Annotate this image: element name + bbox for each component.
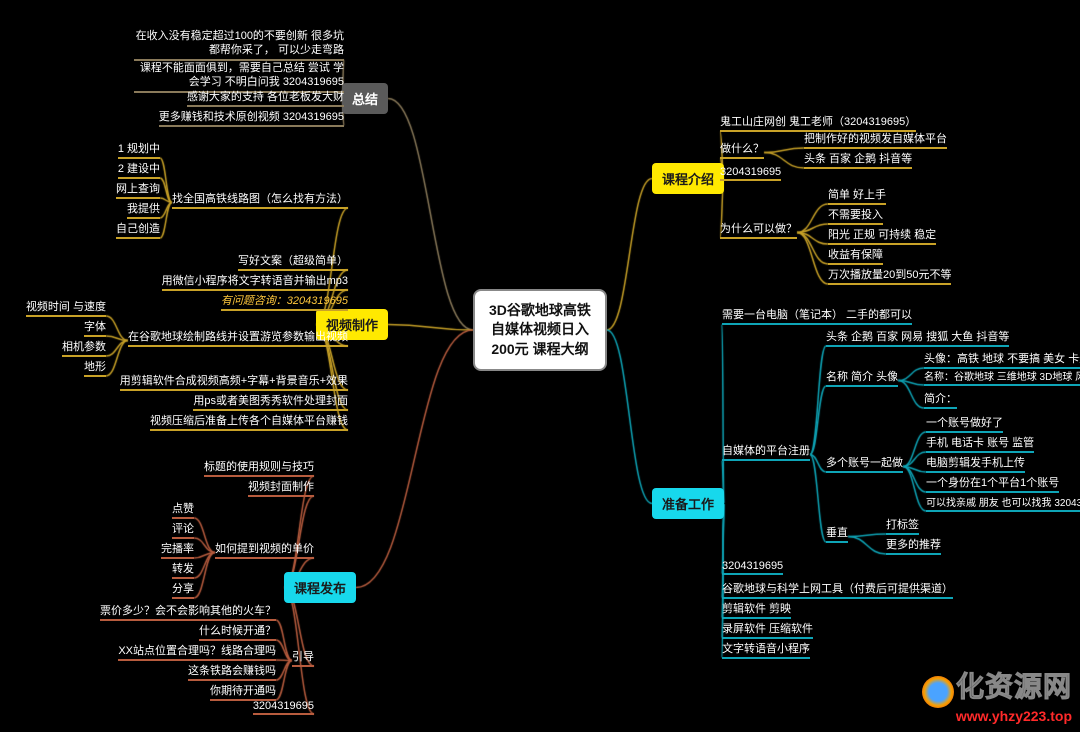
leaf-node: 网上查询 (116, 180, 160, 199)
leaf-node: 转发 (172, 560, 194, 579)
leaf-node: 完播率 (161, 540, 194, 559)
leaf-node: 分享 (172, 580, 194, 599)
leaf-node: 你期待开通吗 (210, 682, 276, 701)
leaf-node: 做什么？ (720, 140, 764, 159)
branch-publish: 课程发布 (284, 572, 356, 603)
leaf-node: 头条 企鹅 百家 网易 搜狐 大鱼 抖音等 (826, 328, 1009, 347)
leaf-node: 感谢大家的支持 各位老板发大财 (187, 88, 344, 107)
leaf-node: 头像：高铁 地球 不要搞 美女 卡通等 (924, 350, 1080, 369)
leaf-node: 头条 百家 企鹅 抖音等 (804, 150, 912, 169)
leaf-node: 地形 (84, 358, 106, 377)
leaf-node: 3204319695 (720, 166, 781, 181)
leaf-node: 写好文案（超级简单） (238, 252, 348, 271)
leaf-node: 什么时候开通？ (199, 622, 276, 641)
leaf-node: 简单 好上手 (828, 186, 886, 205)
leaf-node: 需要一台电脑（笔记本） 二手的都可以 (722, 306, 912, 325)
leaf-node: 电脑剪辑发手机上传 (926, 454, 1025, 473)
leaf-node: 名称：谷歌地球 三维地球 3D地球 风景 旅游 高铁 (924, 368, 1080, 386)
center-topic: 3D谷歌地球高铁自媒体视频日入200元 课程大纲 (473, 289, 607, 372)
leaf-node: 自媒体的平台注册 (722, 442, 810, 461)
leaf-node: 找全国高铁线路图（怎么找有方法） (172, 190, 348, 209)
leaf-node: 一个身份在1个平台1个账号 (926, 474, 1059, 493)
watermark-text: 化资源网 (956, 671, 1072, 702)
leaf-node: 手机 电话卡 账号 监管 (926, 434, 1034, 453)
leaf-node: 万次播放量20到50元不等 (828, 266, 951, 285)
leaf-node: 垂直 (826, 524, 848, 543)
leaf-node: 阳光 正规 可持续 稳定 (828, 226, 936, 245)
leaf-node: 用剪辑软件合成视频高频+字幕+背景音乐+效果 (120, 372, 348, 391)
branch-prepare: 准备工作 (652, 488, 724, 519)
leaf-node: 标题的使用规则与技巧 (204, 458, 314, 477)
leaf-node: 更多的推荐 (886, 536, 941, 555)
branch-summary: 总结 (342, 83, 388, 114)
leaf-node: 一个账号做好了 (926, 414, 1003, 433)
leaf-node: 相机参数 (62, 338, 106, 357)
leaf-node: 2 建设中 (118, 160, 160, 179)
leaf-node: 引导 (292, 648, 314, 667)
leaf-node: 为什么可以做？ (720, 220, 797, 239)
leaf-node: 用ps或者美图秀秀软件处理封面 (193, 392, 348, 411)
leaf-node: 录屏软件 压缩软件 (722, 620, 813, 639)
leaf-node: 票价多少？会不会影响其他的火车？ (100, 602, 276, 621)
leaf-node: 文字转语音小程序 (722, 640, 810, 659)
leaf-node: 自己创造 (116, 220, 160, 239)
leaf-node: 视频封面制作 (248, 478, 314, 497)
leaf-node: 3204319695 (253, 700, 314, 715)
leaf-node: 视频压缩后准备上传各个自媒体平台赚钱 (150, 412, 348, 431)
leaf-node: 简介： (924, 390, 957, 409)
leaf-node: 点赞 (172, 500, 194, 519)
leaf-node: 可以找亲戚 朋友 也可以找我 3204319695 (926, 494, 1080, 512)
leaf-node: 更多赚钱和技术原创视频 3204319695 (159, 108, 344, 127)
watermark-logo: 化资源网 www.yhzy223.top (922, 665, 1072, 724)
leaf-node: 在收入没有稳定超过100的不要创新 很多坑都帮你采了， 可以少走弯路 (134, 30, 344, 61)
leaf-node: 评论 (172, 520, 194, 539)
leaf-node: 这条铁路会赚钱吗 (188, 662, 276, 681)
leaf-node: 打标签 (886, 516, 919, 535)
leaf-node: 剪辑软件 剪映 (722, 600, 791, 619)
branch-intro: 课程介绍 (652, 163, 724, 194)
leaf-node: 如何提到视频的单价 (215, 540, 314, 559)
leaf-node: 3204319695 (722, 560, 783, 575)
leaf-node: 1 规划中 (118, 140, 160, 159)
leaf-node: 谷歌地球与科学上网工具（付费后可提供渠道） (722, 580, 953, 599)
watermark-url: www.yhzy223.top (922, 708, 1072, 724)
leaf-node: 名称 简介 头像 (826, 368, 898, 387)
leaf-node: 收益有保障 (828, 246, 883, 265)
leaf-node: 我提供 (127, 200, 160, 219)
leaf-node: 有问题咨询：3204319695 (221, 292, 348, 311)
leaf-node: 不需要投入 (828, 206, 883, 225)
leaf-node: XX站点位置合理吗？线路合理吗 (118, 642, 276, 661)
leaf-node: 字体 (84, 318, 106, 337)
leaf-node: 多个账号一起做 (826, 454, 903, 473)
leaf-node: 在谷歌地球绘制路线并设置游览参数输出视频 (128, 328, 348, 347)
leaf-node: 用微信小程序将文字转语音并输出mp3 (162, 272, 348, 291)
leaf-node: 视频时间 与速度 (26, 298, 106, 317)
leaf-node: 把制作好的视频发自媒体平台 (804, 130, 947, 149)
